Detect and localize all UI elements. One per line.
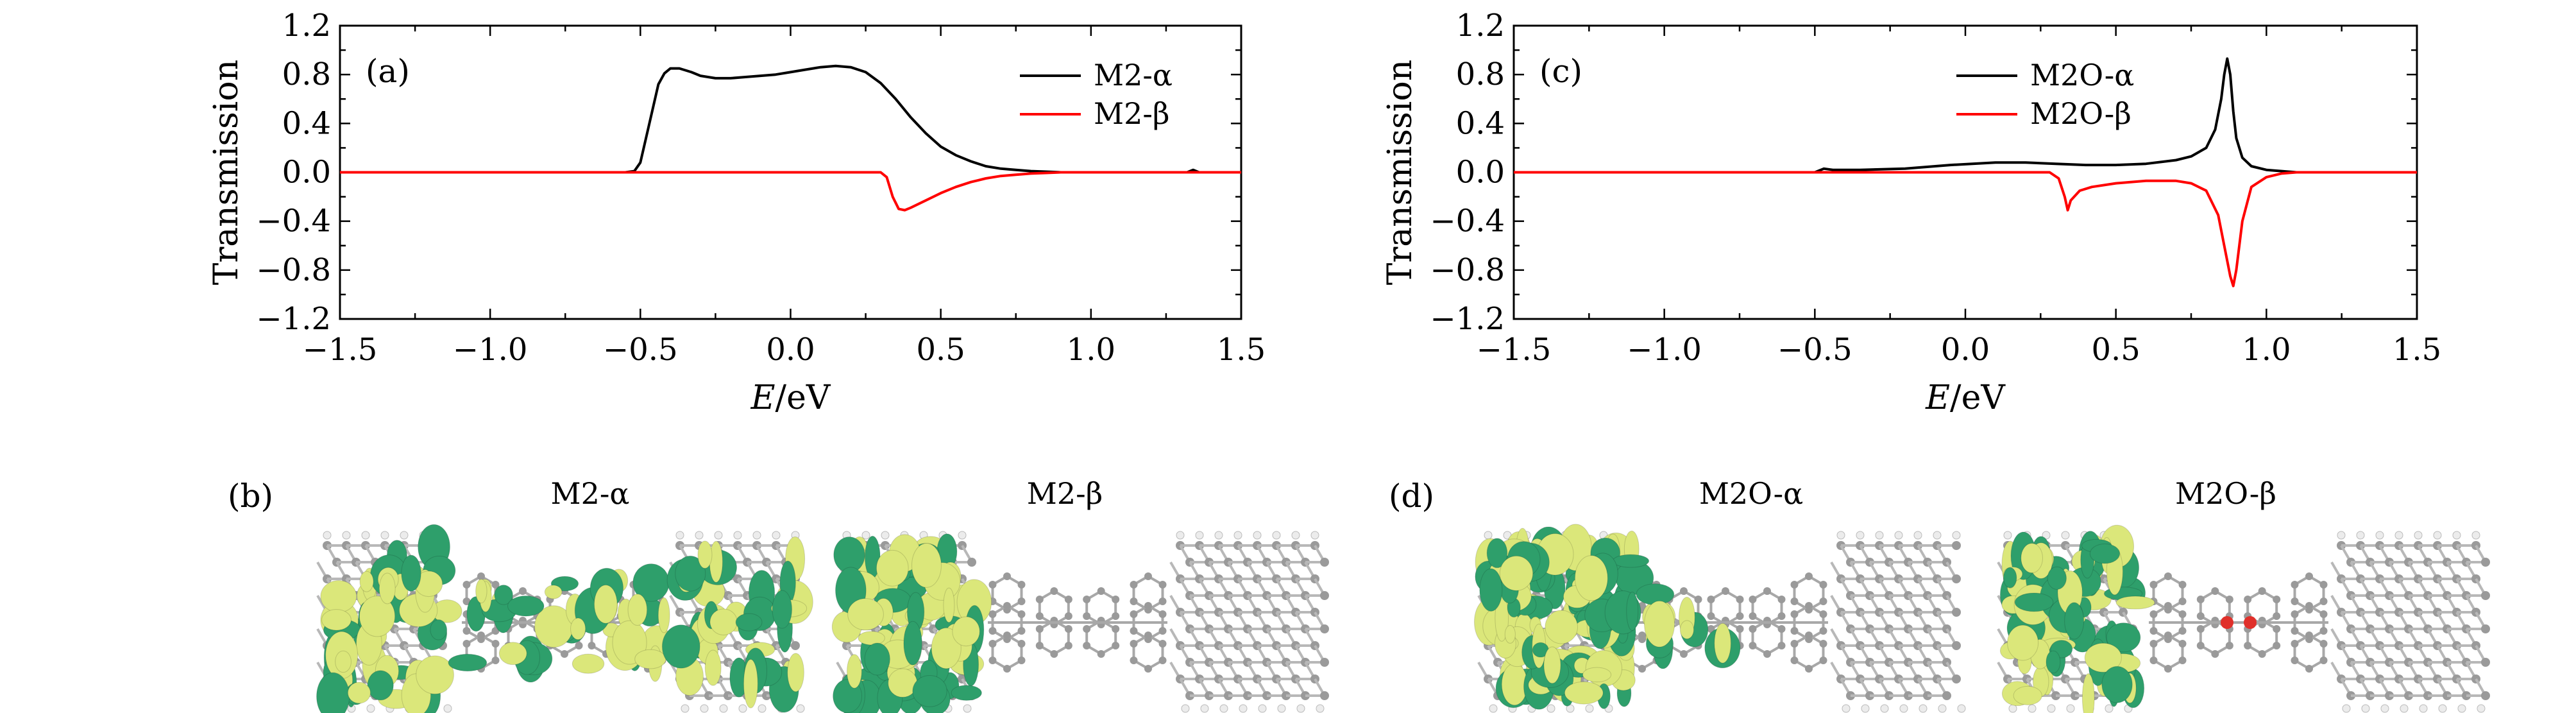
legend-label-1: M2O-β [2030,96,2131,131]
structure-panel-d: (d) M2O-α M2O-β [1389,476,2490,713]
panel-label: (d) [1389,477,1434,515]
x-axis-label-var: E [1925,379,1950,417]
right-electrode-alpha [1830,531,1966,713]
x-tick-label: 1.0 [1067,332,1115,368]
right-electrode-beta [1169,531,1329,713]
x-axis-label-unit: /eV [775,379,831,417]
series-line-1 [1514,171,2417,288]
y-tick-label: 1.2 [282,8,331,44]
oxygen-atom [2221,616,2233,629]
y-axis-label: Transmission [1381,60,1419,285]
chart-panel-c: −1.5 −1.0 −0.5 0.0 0.5 1.0 1.5 1.2 0.8 0.4 0.0 −0.4… [1381,8,2441,417]
x-axis-label: E/eV [750,379,831,417]
orbital-isosurface-alpha-left [316,524,462,713]
y-tick-label: −0.8 [1430,252,1505,288]
series-line-1 [340,171,1241,212]
panel-label: (b) [228,477,273,515]
x-tick-label: −1.5 [1477,332,1552,368]
y-tick-label: −1.2 [256,301,331,337]
x-tick-label: −1.5 [303,332,378,368]
x-axis-label-unit: /eV [1950,379,2006,417]
structure-title-alpha: M2-α [551,476,630,511]
y-tick-label: −0.8 [256,252,331,288]
orbital-isosurface-beta-left [831,533,992,713]
x-tick-label: 1.0 [2242,332,2291,368]
orbital-isosurface-alpha-bridge [1636,583,1741,669]
orbital-isosurface-beta-left [1999,524,2155,713]
x-tick-label: −1.0 [1627,332,1702,368]
legend-label-0: M2O-α [2030,58,2134,92]
molecule-bridge-beta [2149,572,2328,673]
orbital-isosurface-alpha-left [1474,524,1654,710]
x-tick-label: −0.5 [603,332,678,368]
x-tick-label: 1.5 [2393,332,2441,368]
x-tick-label: 0.0 [766,332,815,368]
panel-label: (c) [1539,53,1582,90]
y-tick-label: −1.2 [1430,301,1505,337]
orbital-isosurface-alpha-bridge [448,563,672,683]
legend-label-0: M2-α [1094,58,1173,92]
right-electrode-beta [2330,531,2490,713]
y-tick-label: 0.0 [1456,155,1505,191]
series-line-0 [340,64,1241,174]
y-tick-label: 0.8 [282,56,331,92]
legend-label-1: M2-β [1094,96,1170,131]
y-tick-label: 0.0 [282,155,331,191]
y-tick-label: −0.4 [256,203,331,239]
y-tick-label: 0.8 [1456,56,1505,92]
structure-title-alpha: M2O-α [1699,476,1803,511]
x-tick-label: −1.0 [453,332,528,368]
orbital-isosurface-alpha-right [661,536,813,713]
y-tick-label: 0.4 [1456,105,1505,141]
x-tick-label: 0.5 [916,332,965,368]
structure-title-beta: M2O-β [2175,476,2276,511]
x-tick-label: −0.5 [1777,332,1852,368]
y-tick-label: 1.2 [1456,8,1505,44]
x-axis-label: E/eV [1925,379,2006,417]
x-tick-label: 0.0 [1941,332,1990,368]
y-tick-label: 0.4 [282,105,331,141]
panel-label: (a) [366,53,410,90]
y-axis-label: Transmission [207,60,246,285]
y-tick-label: −0.4 [1430,203,1505,239]
molecule-bridge-beta [988,572,1167,673]
chart-panel-a: −1.5 −1.0 −0.5 0.0 0.5 1.0 1.5 1.2 0.8 0.4 0.0 −0.4… [207,8,1266,417]
structure-title-beta: M2-β [1027,476,1103,511]
x-tick-label: 0.5 [2091,332,2140,368]
x-axis-label-var: E [750,379,775,417]
x-tick-label: 1.5 [1217,332,1266,368]
series-line-0 [1514,57,2417,174]
oxygen-atom [2244,616,2257,629]
structure-panel-b: (b) M2-α M2-β [228,476,1329,713]
